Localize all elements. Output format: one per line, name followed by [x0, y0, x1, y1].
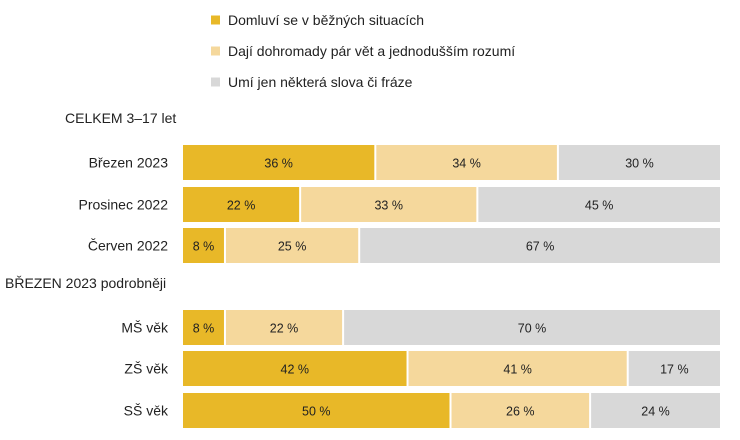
bar-value-label-ms-vek-1: 8 %	[193, 322, 215, 336]
bar-value-label-ss-vek-1: 50 %	[302, 405, 331, 419]
bar-segment-cerven-2022-3	[360, 228, 720, 263]
bar-value-label-prosinec-2022-2: 33 %	[374, 199, 403, 213]
bar-segment-cerven-2022-1	[183, 228, 224, 263]
bar-segment-zs-vek-2	[408, 351, 627, 386]
section-title-brezen-2023-podrobneji: BŘEZEN 2023 podrobněji	[5, 275, 166, 291]
legend-swatch-2	[211, 46, 220, 56]
bar-value-label-cerven-2022-2: 25 %	[278, 240, 307, 254]
bar-value-label-brezen-2023-3: 30 %	[625, 157, 654, 171]
row-label-prosinec-2022: Prosinec 2022	[78, 197, 168, 213]
bar-value-label-zs-vek-1: 42 %	[281, 363, 310, 377]
bar-value-label-brezen-2023-1: 36 %	[264, 157, 293, 171]
bar-segment-zs-vek-3	[628, 351, 720, 386]
row-label-cerven-2022: Červen 2022	[88, 238, 168, 254]
bar-value-label-ss-vek-3: 24 %	[641, 405, 670, 419]
bar-segment-brezen-2023-3	[558, 145, 720, 180]
bar-value-label-zs-vek-3: 17 %	[660, 363, 689, 377]
legend-swatch-1	[211, 15, 220, 25]
bar-value-label-cerven-2022-3: 67 %	[526, 240, 555, 254]
section-title-celkem-3-17-let: CELKEM 3–17 let	[65, 110, 176, 126]
bar-segment-zs-vek-1	[183, 351, 407, 386]
legend-swatch-3	[211, 77, 220, 87]
bar-segment-ss-vek-3	[591, 393, 720, 428]
bar-segment-prosinec-2022-2	[301, 187, 477, 222]
bar-segment-prosinec-2022-3	[478, 187, 720, 222]
legend-label-1: Domluví se v běžných situacích	[228, 12, 424, 28]
row-label-ms-vek: MŠ věk	[121, 320, 169, 336]
bar-value-label-ms-vek-3: 70 %	[518, 322, 547, 336]
bar-value-label-prosinec-2022-3: 45 %	[585, 199, 614, 213]
bar-value-label-ss-vek-2: 26 %	[506, 405, 535, 419]
bar-value-label-cerven-2022-1: 8 %	[193, 240, 215, 254]
bar-segment-cerven-2022-2	[225, 228, 359, 263]
bar-segment-ss-vek-1	[183, 393, 450, 428]
bar-segment-brezen-2023-2	[376, 145, 557, 180]
bar-segment-ms-vek-3	[344, 310, 720, 345]
bar-segment-brezen-2023-1	[183, 145, 375, 180]
legend-label-2: Dají dohromady pár vět a jednodušším roz…	[228, 43, 515, 59]
legend-label-3: Umí jen některá slova či fráze	[228, 74, 413, 90]
bar-segment-ms-vek-2	[225, 310, 343, 345]
bar-segment-prosinec-2022-1	[183, 187, 300, 222]
bar-value-label-brezen-2023-2: 34 %	[452, 157, 481, 171]
bar-segment-ss-vek-2	[451, 393, 590, 428]
row-label-brezen-2023: Březen 2023	[89, 155, 169, 171]
row-label-ss-vek: SŠ věk	[124, 403, 169, 419]
bar-segment-ms-vek-1	[183, 310, 224, 345]
bar-value-label-prosinec-2022-1: 22 %	[227, 199, 256, 213]
bar-value-label-ms-vek-2: 22 %	[270, 322, 299, 336]
bar-value-label-zs-vek-2: 41 %	[503, 363, 532, 377]
row-label-zs-vek: ZŠ věk	[124, 361, 169, 377]
